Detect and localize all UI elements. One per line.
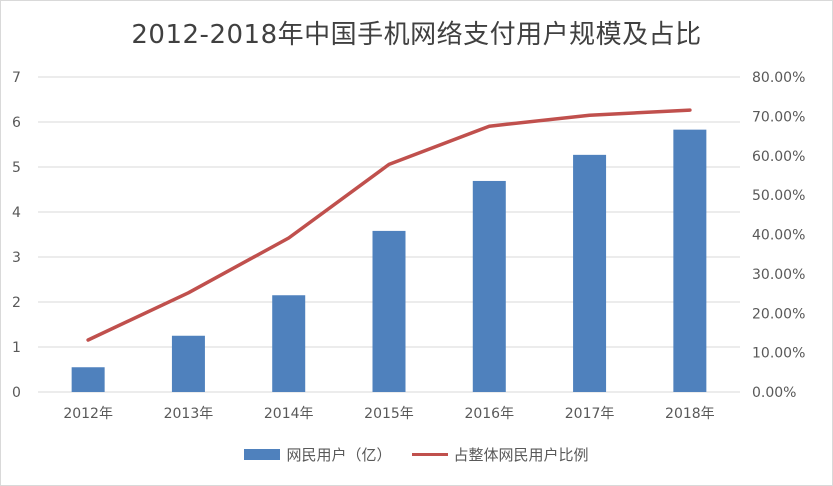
legend-item-bar: 网民用户（亿） bbox=[244, 444, 392, 465]
x-tick-label: 2018年 bbox=[665, 406, 715, 422]
bar bbox=[272, 295, 306, 392]
legend-bar-swatch bbox=[244, 449, 281, 460]
legend-line-label: 占整体网民用户比例 bbox=[453, 446, 589, 464]
y-left-tick-label: 2 bbox=[12, 295, 21, 311]
x-tick-label: 2015年 bbox=[364, 406, 414, 422]
chart-legend: 网民用户（亿） 占整体网民用户比例 bbox=[0, 444, 833, 465]
y-left-tick-label: 3 bbox=[12, 250, 21, 266]
x-tick-label: 2012年 bbox=[63, 406, 113, 422]
y-left-tick-label: 0 bbox=[12, 385, 21, 401]
legend-bar-label: 网民用户（亿） bbox=[286, 446, 392, 464]
y-right-tick-label: 20.00% bbox=[752, 306, 805, 322]
legend-line-swatch bbox=[411, 453, 448, 456]
bar bbox=[171, 335, 205, 392]
y-left-tick-label: 7 bbox=[12, 70, 21, 86]
y-left-tick-label: 5 bbox=[12, 160, 21, 176]
y-right-tick-label: 50.00% bbox=[752, 188, 805, 204]
line-series bbox=[86, 108, 692, 342]
y-left-tick-label: 6 bbox=[12, 115, 21, 131]
y-right-tick-label: 30.00% bbox=[752, 267, 805, 283]
y-right-tick-label: 80.00% bbox=[752, 70, 805, 86]
y-right-tick-label: 10.00% bbox=[752, 346, 805, 362]
x-tick-label: 2013年 bbox=[164, 406, 214, 422]
y-left-tick-label: 1 bbox=[12, 340, 21, 356]
y-right-tick-label: 70.00% bbox=[752, 109, 805, 125]
bar bbox=[472, 180, 506, 392]
chart-title: 2012-2018年中国手机网络支付用户规模及占比 bbox=[131, 20, 702, 50]
x-tick-label: 2014年 bbox=[264, 406, 314, 422]
y-left-tick-label: 4 bbox=[12, 205, 21, 221]
y-right-tick-label: 40.00% bbox=[752, 228, 805, 244]
bar bbox=[673, 129, 707, 392]
bar bbox=[573, 154, 607, 392]
bar bbox=[372, 230, 406, 392]
x-tick-label: 2016年 bbox=[464, 406, 514, 422]
y-right-tick-label: 60.00% bbox=[752, 149, 805, 165]
legend-item-line: 占整体网民用户比例 bbox=[411, 444, 589, 465]
bar bbox=[71, 367, 105, 392]
y-right-tick-label: 0.00% bbox=[752, 385, 796, 401]
x-tick-label: 2017年 bbox=[565, 406, 615, 422]
